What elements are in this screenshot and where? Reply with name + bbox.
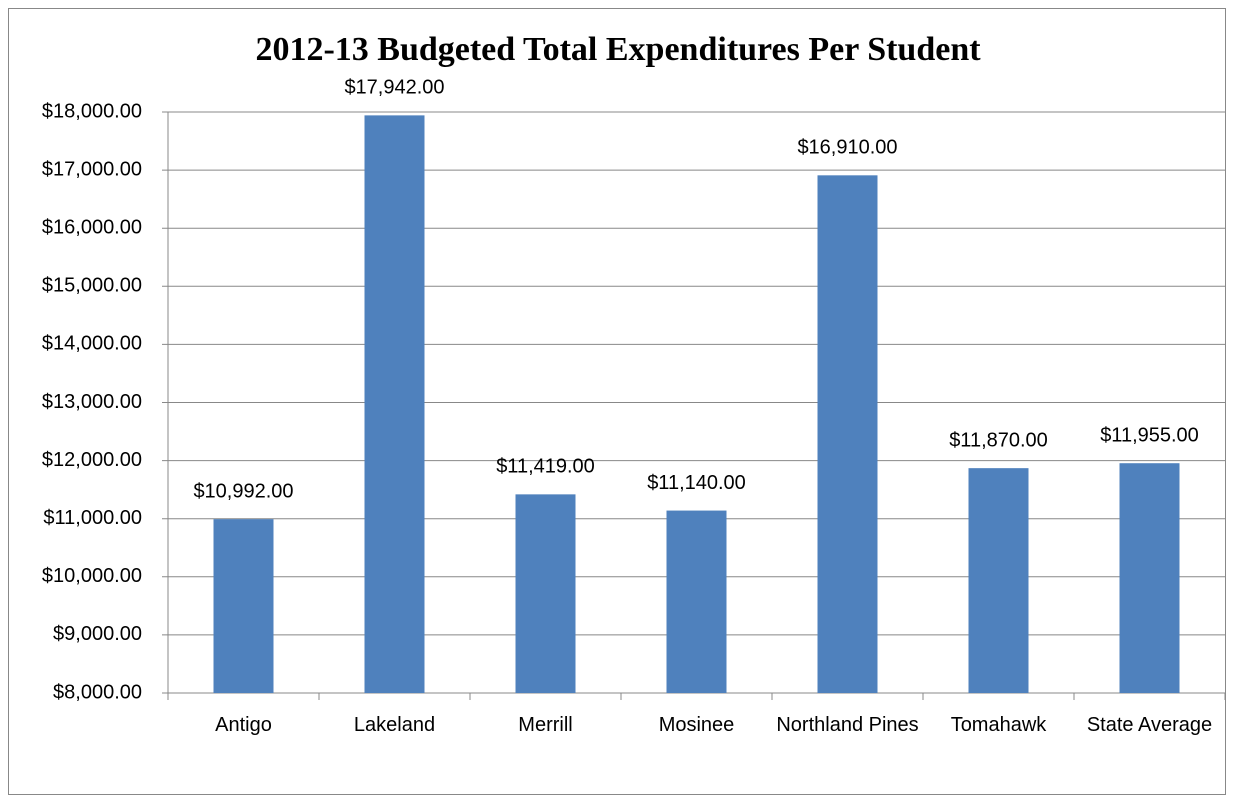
data-label: $10,992.00 (193, 480, 293, 502)
data-label: $16,910.00 (797, 137, 897, 159)
x-tick-label: Merrill (518, 714, 573, 736)
x-tick-label: Lakeland (353, 714, 436, 736)
bar (968, 468, 1029, 693)
bar (364, 115, 425, 693)
y-tick-label: $18,000.00 (42, 100, 142, 122)
data-label: $11,955.00 (1100, 424, 1199, 446)
bar (666, 510, 727, 693)
bar (1119, 463, 1180, 693)
bar (515, 494, 576, 693)
y-tick-label: $8,000.00 (53, 681, 142, 703)
x-tick-label: Tomahawk (950, 714, 1047, 736)
x-tick-label: Mosinee (658, 714, 735, 736)
x-tick-label: Northland Pines (776, 714, 919, 736)
y-tick-label: $9,000.00 (53, 623, 142, 645)
y-tick-label: $13,000.00 (42, 391, 142, 413)
y-tick-label: $15,000.00 (42, 275, 142, 297)
chart-title: 2012-13 Budgeted Total Expenditures Per … (255, 31, 981, 68)
data-label: $11,140.00 (647, 472, 746, 494)
y-tick-label: $14,000.00 (42, 333, 142, 355)
y-tick-label: $16,000.00 (42, 216, 142, 238)
bar (213, 519, 274, 693)
x-tick-label: Antigo (215, 714, 272, 736)
y-tick-label: $17,000.00 (42, 158, 142, 180)
y-tick-label: $12,000.00 (42, 449, 142, 471)
data-label: $17,942.00 (344, 77, 444, 99)
bar (817, 175, 878, 694)
y-tick-label: $10,000.00 (42, 565, 142, 587)
chart-border (8, 8, 1226, 795)
data-label: $11,419.00 (496, 456, 595, 478)
y-tick-label: $11,000.00 (43, 507, 142, 529)
x-tick-label: State Average (1086, 714, 1213, 736)
data-label: $11,870.00 (949, 429, 1048, 451)
